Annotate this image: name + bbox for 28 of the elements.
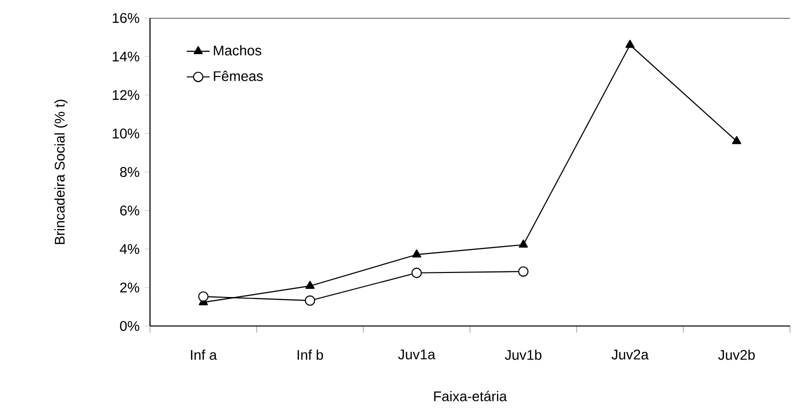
x-tick-label: Juv1b	[504, 350, 542, 360]
y-tick-label: 12%	[112, 90, 140, 100]
legend-label: Machos	[214, 45, 262, 56]
y-tick-label: 0%	[120, 321, 140, 331]
x-tick-label: Juv1a	[398, 350, 436, 360]
x-axis-title: Faixa-etária	[434, 390, 507, 402]
y-tick-label: 8%	[120, 167, 140, 177]
point	[732, 136, 742, 144]
x-tick-label: Inf b	[298, 350, 324, 360]
point	[198, 291, 209, 302]
x-tick-label: Juv2a	[612, 350, 649, 360]
point	[305, 280, 315, 289]
x-tick-label: Inf a	[191, 350, 217, 360]
y-tick-label: 2%	[120, 282, 140, 292]
y-tick-label: 10%	[112, 128, 140, 138]
y-tick-label: 6%	[120, 206, 140, 216]
point	[411, 268, 422, 278]
point	[518, 266, 529, 277]
y-tick-label: 4%	[120, 244, 140, 254]
point	[412, 249, 422, 258]
point	[304, 295, 316, 306]
legend-label: Fêmeas	[214, 70, 263, 82]
x-tick-label: Juv2b	[718, 350, 755, 360]
y-tick-label: 14%	[112, 52, 140, 62]
y-tick-label: 16%	[112, 13, 140, 23]
point	[518, 240, 528, 248]
y-axis-title: Brincadeira Social (% t)	[54, 100, 68, 244]
point	[625, 40, 635, 48]
